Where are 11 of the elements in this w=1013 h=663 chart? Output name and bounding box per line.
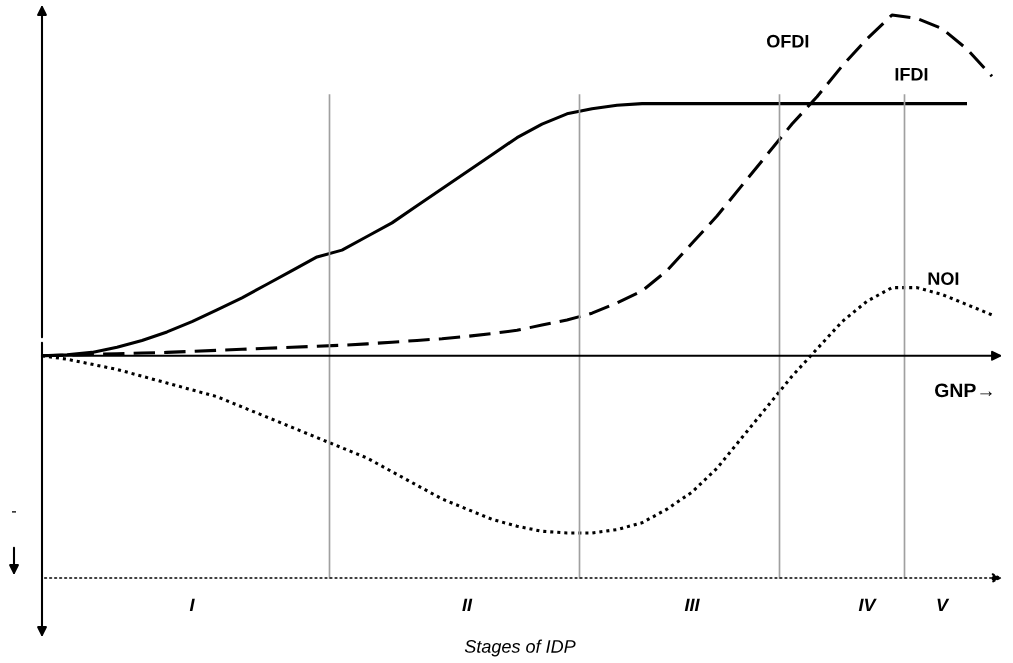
series-label: IFDI: [895, 68, 928, 81]
x-tick-label: IV: [858, 598, 877, 612]
series-label: NOI: [928, 272, 959, 286]
x-tick-label: I: [189, 598, 195, 612]
text: OFDI: [767, 34, 809, 48]
annotation: GNP→: [935, 383, 992, 398]
x-tick-label: V: [937, 598, 950, 612]
text: Stages of IDP: [464, 639, 576, 657]
x-tick-label: II: [462, 598, 473, 612]
x-tick-label: III: [684, 598, 700, 612]
text: -: [11, 511, 17, 513]
